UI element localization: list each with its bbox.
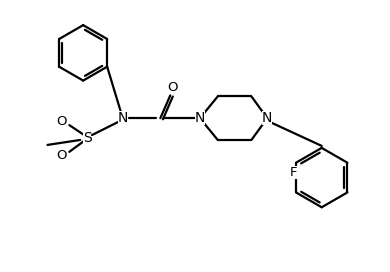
Text: F: F	[290, 166, 298, 179]
Text: N: N	[117, 111, 128, 125]
Text: O: O	[56, 149, 67, 162]
Text: S: S	[83, 131, 92, 145]
Text: N: N	[262, 111, 273, 125]
Text: O: O	[56, 115, 67, 128]
Text: N: N	[195, 111, 205, 125]
Text: O: O	[167, 81, 177, 94]
